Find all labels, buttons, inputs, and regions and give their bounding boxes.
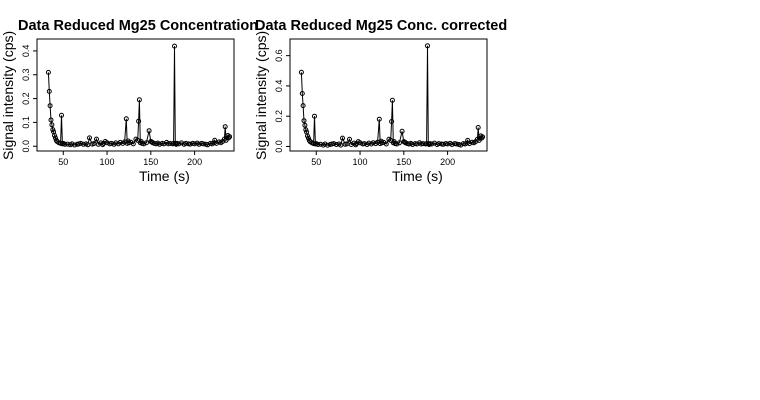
data-point [394,141,400,147]
data-point [331,141,337,147]
data-point [94,136,99,142]
y-tick-label: 0.1 [21,116,31,129]
data-point [303,127,309,133]
data-point [141,141,147,147]
data-point [300,103,306,109]
data-point [299,91,305,96]
x-tick-label: 100 [353,157,368,167]
y-tick-label: 0.4 [274,80,284,93]
y-tick-label: 0.2 [274,110,284,123]
plot-frame [36,38,235,152]
data-point [72,142,78,148]
data-point [52,133,57,138]
chart-panel-corrected: Data Reduced Mg25 Conc. corrected Time (… [253,18,507,184]
y-tick-label: 0.3 [21,68,31,81]
data-point [389,119,395,124]
data-point [172,43,177,49]
axis-ticks: 50 100 150 200 0.0 0.2 0.4 0.6 [274,49,455,167]
data-point [176,141,182,147]
data-point [425,43,430,49]
data-point [146,128,152,134]
data-point [50,127,56,133]
data-point [224,135,230,141]
data-point [322,141,328,147]
data-point [69,141,75,147]
data-marks [45,43,233,148]
data-point [49,122,55,128]
y-tick-label: 0.0 [21,140,31,153]
x-tick-label: 200 [187,157,202,167]
data-marks [298,43,486,148]
data-point [376,116,382,122]
x-tick-label: 150 [396,157,411,167]
data-point [45,69,51,75]
x-axis-label: Time (s) [392,168,443,184]
data-point [467,141,472,147]
x-axis-label: Time (s) [139,168,190,184]
y-tick-label: 0.4 [21,45,31,58]
x-tick-label: 150 [143,157,158,167]
data-point [315,142,321,147]
data-point [312,113,317,119]
data-point [46,88,52,94]
chart-panel-concentration: Data Reduced Mg25 Concentration Time (s)… [0,18,258,184]
data-point [302,122,308,128]
data-point [91,141,97,147]
data-point [301,118,307,124]
data-point [123,116,129,122]
data-point [340,135,345,141]
data-point [104,140,110,146]
data-point [47,103,53,109]
data-point [173,141,179,147]
y-tick-label: 0.2 [21,92,31,105]
data-point [143,140,149,146]
axis-ticks: 50 100 150 200 0.0 0.1 0.2 0.3 0.4 [21,45,202,167]
y-tick-label: 0.0 [274,140,284,153]
data-point [464,140,470,146]
data-point [48,117,54,123]
data-point [396,140,402,146]
data-point [338,142,344,148]
series-line [47,46,231,146]
y-tick-label: 0.6 [274,49,284,62]
data-point [383,141,389,147]
data-point [136,118,142,124]
data-point [399,128,405,134]
y-axis-label: Signal intensity (cps) [0,31,16,160]
data-point [227,134,233,140]
data-point [426,142,432,147]
data-point [347,136,352,142]
data-point [389,97,395,103]
x-tick-label: 50 [311,157,321,167]
data-point [453,141,459,147]
data-point [436,141,442,147]
data-point [136,97,142,103]
x-tick-label: 100 [100,157,115,167]
data-point [298,69,304,75]
data-point [211,140,217,146]
chart-title: Data Reduced Mg25 Concentration [18,18,258,34]
data-point [59,112,64,118]
data-point [87,135,92,141]
data-point [62,141,68,147]
chart-title: Data Reduced Mg25 Conc. corrected [255,18,507,34]
x-tick-label: 200 [440,157,455,167]
x-tick-label: 50 [58,157,68,167]
series-line [300,45,484,146]
data-point [475,125,481,130]
data-point [222,124,228,130]
data-point [130,141,136,147]
data-point [480,134,486,140]
y-axis-label: Signal intensity (cps) [253,31,269,160]
plot-frame [289,38,488,152]
data-point [429,141,435,147]
data-point [357,140,363,146]
data-point [78,140,84,146]
data-point [325,142,331,148]
